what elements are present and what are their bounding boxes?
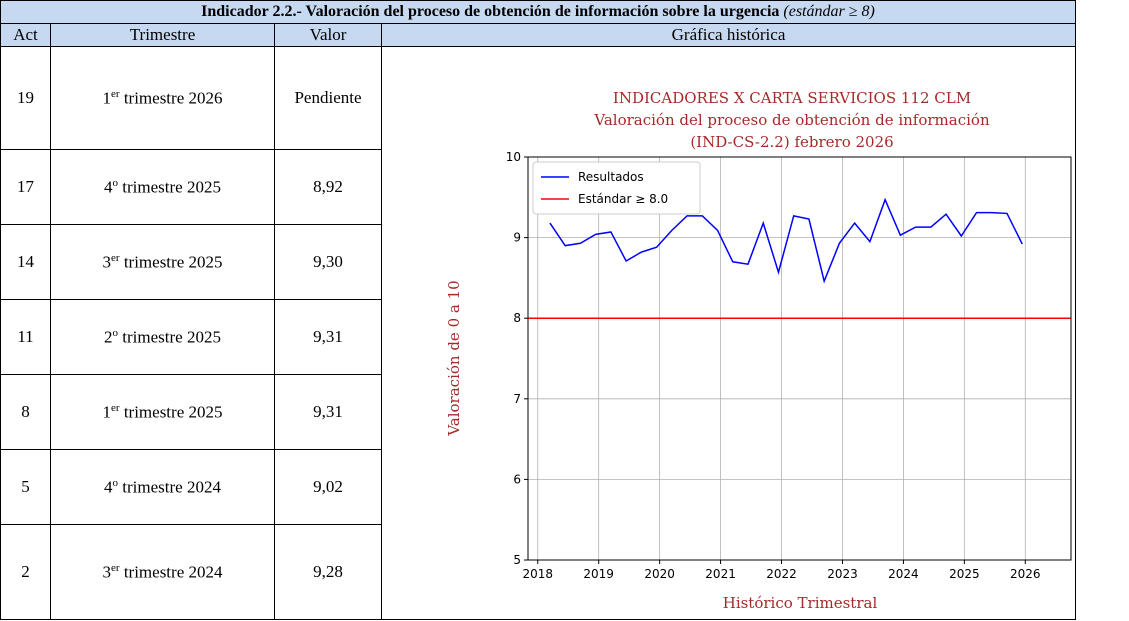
table-row: 11 2o trimestre 2025 9,31 xyxy=(0,299,1076,375)
valor-cell: Pendiente xyxy=(274,46,382,150)
act-cell: 2 xyxy=(0,524,51,620)
table-row: 8 1er trimestre 2025 9,31 xyxy=(0,374,1076,450)
quarter-text: trimestre 2025 xyxy=(123,402,223,422)
quarter-number: 3 xyxy=(102,252,112,272)
indicator-table: Indicador 2.2.- Valoración del proceso d… xyxy=(0,0,1076,620)
ordinal-suffix: o xyxy=(112,476,119,489)
table-row: 17 4o trimestre 2025 8,92 xyxy=(0,149,1076,225)
y-tick-label: 9 xyxy=(513,231,521,245)
quarter-text: trimestre 2025 xyxy=(123,252,223,272)
quarter-number: 4 xyxy=(104,177,113,197)
x-tick-label: 2021 xyxy=(705,567,736,581)
act-cell: 5 xyxy=(0,449,51,525)
y-axis-label: Valoración de 0 a 10 xyxy=(445,280,463,436)
ordinal-suffix: o xyxy=(112,176,119,189)
column-header: Trimestre xyxy=(50,23,275,47)
y-tick-label: 7 xyxy=(513,392,521,406)
act-cell: 14 xyxy=(0,224,51,300)
y-tick-label: 10 xyxy=(506,150,521,164)
trimestre-cell: 4o trimestre 2025 xyxy=(50,149,275,225)
x-tick-label: 2018 xyxy=(522,567,553,581)
table-title: Indicador 2.2.- Valoración del proceso d… xyxy=(0,0,1076,24)
x-tick-label: 2019 xyxy=(583,567,614,581)
legend-label: Resultados xyxy=(578,170,644,184)
valor-cell: 9,02 xyxy=(274,449,382,525)
trimestre-cell: 1er trimestre 2025 xyxy=(50,374,275,450)
quarter-number: 2 xyxy=(104,327,113,347)
column-header: Valor xyxy=(274,23,382,47)
table-row: 19 1er trimestre 2026 Pendiente xyxy=(0,46,1076,620)
x-tick-label: 2020 xyxy=(644,567,675,581)
data-line xyxy=(549,197,1023,284)
act-cell: 8 xyxy=(0,374,51,450)
trimestre-cell: 1er trimestre 2026 xyxy=(50,46,275,150)
chart-title: INDICADORES X CARTA SERVICIOS 112 CLM xyxy=(613,89,971,107)
ordinal-suffix: er xyxy=(111,561,120,574)
x-tick-label: 2025 xyxy=(949,567,980,581)
x-tick-label: 2022 xyxy=(766,567,797,581)
quarter-number: 3 xyxy=(102,562,112,582)
chart: INDICADORES X CARTA SERVICIOS 112 CLM Val… xyxy=(445,89,1072,612)
chart-title: Valoración del proceso de obtención de i… xyxy=(593,111,990,129)
valor-cell: 8,92 xyxy=(274,149,382,225)
x-tick-label: 2026 xyxy=(1010,567,1041,581)
ordinal-suffix: er xyxy=(111,87,120,100)
trimestre-cell: 2o trimestre 2025 xyxy=(50,299,275,375)
y-tick-label: 8 xyxy=(513,311,521,325)
ordinal-suffix: er xyxy=(111,251,120,264)
trimestre-cell: 3er trimestre 2024 xyxy=(50,524,275,620)
quarter-number: 4 xyxy=(104,477,113,497)
valor-cell: 9,30 xyxy=(274,224,382,300)
chart-cell xyxy=(381,46,1076,620)
act-cell: 19 xyxy=(0,46,51,150)
quarter-text: trimestre 2024 xyxy=(122,477,221,497)
column-header: Act xyxy=(0,23,51,47)
table-row: 14 3er trimestre 2025 9,30 xyxy=(0,224,1076,300)
trimestre-cell: 4o trimestre 2024 xyxy=(50,449,275,525)
quarter-text: trimestre 2026 xyxy=(123,88,223,108)
ordinal-suffix: o xyxy=(112,326,119,339)
x-axis-label: Histórico Trimestral xyxy=(723,594,878,612)
x-tick-label: 2023 xyxy=(827,567,858,581)
quarter-number: 1 xyxy=(102,402,112,422)
chart-title: (IND-CS-2.2) febrero 2026 xyxy=(690,133,893,151)
quarter-number: 1 xyxy=(102,88,112,108)
quarter-text: trimestre 2025 xyxy=(122,177,221,197)
valor-cell: 9,31 xyxy=(274,299,382,375)
trimestre-cell: 3er trimestre 2025 xyxy=(50,224,275,300)
act-cell: 17 xyxy=(0,149,51,225)
legend-box xyxy=(532,161,701,215)
quarter-text: trimestre 2025 xyxy=(122,327,221,347)
act-cell: 11 xyxy=(0,299,51,375)
plot-frame xyxy=(527,156,1072,561)
y-tick-label: 5 xyxy=(513,553,521,567)
column-header: Gráfica histórica xyxy=(381,23,1076,47)
valor-cell: 9,31 xyxy=(274,374,382,450)
table-row: 2 3er trimestre 2024 9,28 xyxy=(0,524,1076,620)
x-tick-label: 2024 xyxy=(888,567,919,581)
title-text: Indicador 2.2.- Valoración del proceso d… xyxy=(201,3,780,20)
ordinal-suffix: er xyxy=(111,401,120,414)
y-tick-label: 6 xyxy=(513,472,521,486)
valor-cell: 9,28 xyxy=(274,524,382,620)
legend-label: Estándar ≥ 8.0 xyxy=(578,192,668,206)
quarter-text: trimestre 2024 xyxy=(123,562,223,582)
title-note: (estándar ≥ 8) xyxy=(783,3,875,20)
